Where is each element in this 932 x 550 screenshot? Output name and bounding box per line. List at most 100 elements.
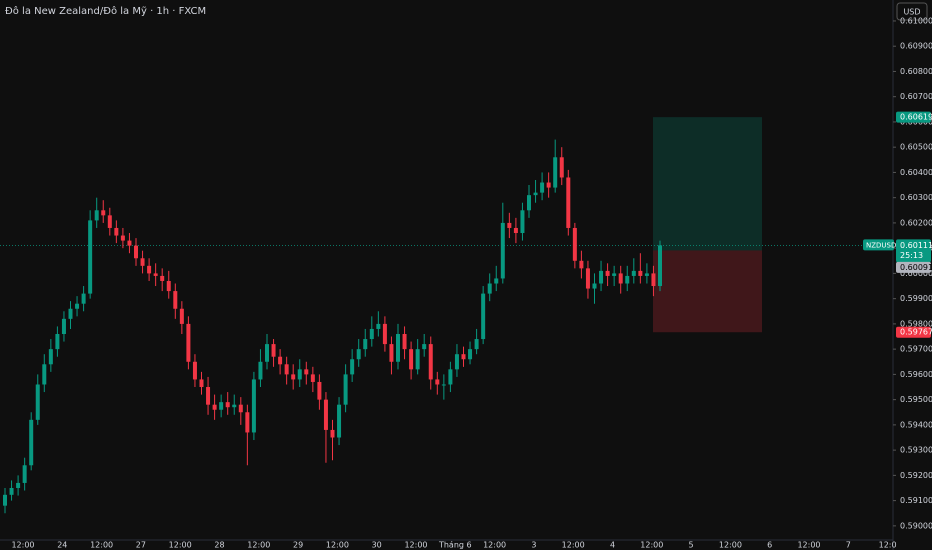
candle-body <box>310 374 315 382</box>
candle-body <box>232 404 237 408</box>
candle-body <box>468 349 473 360</box>
candle-body <box>638 270 643 276</box>
y-tick-label: 0.60500 <box>900 143 932 152</box>
candle-body <box>61 318 66 334</box>
candle-body <box>658 245 662 287</box>
candle-body <box>258 361 263 380</box>
y-tick-label: 0.60200 <box>900 218 932 227</box>
candle-body <box>9 487 14 495</box>
stop-loss-zone <box>653 250 762 333</box>
candle-body <box>396 333 400 362</box>
candle-body <box>68 308 73 319</box>
candle-body <box>631 270 636 276</box>
candle-body <box>487 283 492 294</box>
candle-body <box>474 339 479 350</box>
last-price-label: 0.60111 <box>900 241 932 250</box>
y-tick-label: 0.60700 <box>900 92 932 101</box>
y-tick-label: 0.59000 <box>900 521 932 530</box>
candle-body <box>22 465 27 483</box>
candle-body <box>513 227 518 234</box>
x-tick-label: 28 <box>214 541 224 550</box>
x-tick-label: 5 <box>689 541 694 550</box>
candle-body <box>120 235 125 241</box>
candle-body <box>585 268 590 289</box>
candle-body <box>219 402 224 410</box>
candle-body <box>166 280 171 292</box>
candle-body <box>140 258 145 266</box>
candle-body <box>179 308 184 324</box>
candle-body <box>291 374 296 380</box>
candle-body <box>101 210 106 216</box>
candle-body <box>48 349 53 365</box>
candle-body <box>297 369 302 380</box>
y-tick-label: 0.60300 <box>900 193 932 202</box>
y-tick-label: 0.59600 <box>900 370 932 379</box>
take-profit-label: 0.60619 <box>900 113 932 122</box>
candle-body <box>317 381 322 400</box>
x-tick-label: 12:00 <box>404 541 427 550</box>
candle-body <box>382 323 387 345</box>
candle-body <box>81 293 86 304</box>
x-tick-label: 12:00 <box>326 541 349 550</box>
x-tick-label: 12:0 <box>879 541 897 550</box>
candle-body <box>481 293 486 340</box>
candle-body <box>271 344 276 357</box>
x-tick-label: 4 <box>610 541 615 550</box>
y-tick-label: 0.59300 <box>900 446 932 455</box>
candle-body <box>520 210 525 234</box>
stop-loss-label: 0.59767 <box>900 328 932 337</box>
candle-body <box>579 260 584 269</box>
candle-body <box>55 333 60 350</box>
candle-body <box>134 245 138 259</box>
y-tick-label: 0.59900 <box>900 294 932 303</box>
chart-title: Đô la New Zealand/Đô la Mỹ · 1h · FXCM <box>5 5 206 17</box>
candle-body <box>337 404 342 438</box>
candle-body <box>225 402 230 408</box>
x-tick-label: 27 <box>136 541 146 550</box>
candle-body <box>559 157 564 178</box>
candle-body <box>160 275 165 281</box>
symbol-label: NZDUSD <box>866 241 896 249</box>
currency-button[interactable] <box>896 2 928 21</box>
x-tick-label: 12:00 <box>169 541 192 550</box>
candle-body <box>494 278 499 284</box>
x-tick-label: 30 <box>372 541 382 550</box>
candle-body <box>350 359 355 375</box>
candle-body <box>278 356 283 365</box>
candle-body <box>304 369 309 375</box>
candle-body <box>107 215 112 228</box>
candle-body <box>422 344 427 350</box>
candle-body <box>415 349 420 370</box>
x-tick-label: 24 <box>57 541 67 550</box>
candle-body <box>612 273 617 276</box>
candle-body <box>500 222 505 279</box>
currency-label[interactable]: USD <box>903 8 920 17</box>
x-tick-label: 12:00 <box>483 541 506 550</box>
y-tick-label: 0.60400 <box>900 168 932 177</box>
y-tick-label: 0.60900 <box>900 42 932 51</box>
candle-body <box>147 265 152 274</box>
x-tick-label: 3 <box>531 541 536 550</box>
candle-body <box>428 344 433 380</box>
entry-price-label: 0.60091 <box>900 263 932 272</box>
candle-body <box>644 273 649 276</box>
y-tick-label: 0.59700 <box>900 345 932 354</box>
candle-body <box>553 157 558 188</box>
candle-body <box>153 273 158 276</box>
candle-body <box>16 482 21 488</box>
candle-body <box>251 379 256 433</box>
candle-body <box>330 429 335 438</box>
y-tick-label: 0.59500 <box>900 395 932 404</box>
candle-body <box>599 270 604 284</box>
candle-body <box>402 333 407 350</box>
stop-loss-label-box <box>896 326 931 338</box>
candle-body <box>206 387 211 405</box>
candle-body <box>192 361 197 380</box>
x-tick-label: 12:00 <box>640 541 663 550</box>
candle-body <box>605 270 610 276</box>
y-tick-label: 0.61000 <box>900 16 932 25</box>
candle-body <box>651 273 656 287</box>
y-tick-label: 0.60800 <box>900 67 932 76</box>
